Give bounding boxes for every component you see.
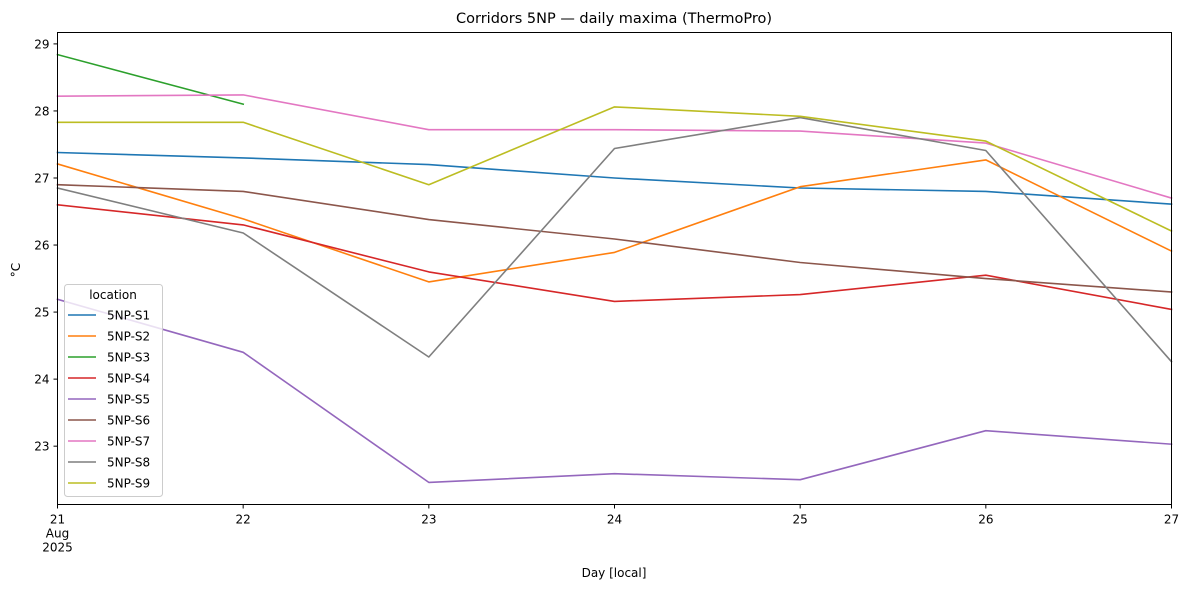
legend-label: 5NP-S6 (107, 414, 150, 428)
y-tick-label: 24 (34, 373, 49, 387)
series-line-5np-s5 (56, 298, 1173, 484)
y-axis: 23 24 25 26 27 28 29 (34, 37, 58, 454)
legend-label: 5NP-S8 (107, 456, 150, 470)
legend-label: 5NP-S2 (107, 330, 150, 344)
plot-frame (57, 32, 1172, 505)
x-tick-label: 27 (1164, 513, 1179, 527)
y-tick-label: 27 (34, 171, 49, 185)
x-tick-label: 25 (793, 513, 808, 527)
y-tick-label: 26 (34, 239, 49, 253)
series-line-5np-s9 (56, 106, 1173, 233)
legend-label: 5NP-S3 (107, 351, 150, 365)
chart-title: Corridors 5NP — daily maxima (ThermoPro) (456, 11, 772, 27)
x-tick-label: 23 (421, 513, 436, 527)
series-line-5np-s3 (56, 53, 245, 106)
series-line-5np-s7 (56, 94, 1173, 200)
series-line-5np-s4 (56, 203, 1173, 311)
y-axis-title: °C (9, 263, 23, 277)
legend-label: 5NP-S5 (107, 393, 150, 407)
x-tick-label: 26 (978, 513, 993, 527)
x-tick-label: 24 (607, 513, 622, 527)
legend-items: 5NP-S1 5NP-S2 5NP-S3 5NP-S4 5NP-S5 5NP-S6 5NP-… (68, 309, 150, 491)
legend: location 5NP-S15NP-S25NP-S35NP-S45NP-S55… (64, 284, 163, 497)
x-tick-label: 21 Aug 2025 (42, 513, 73, 555)
x-tick-label: 22 (236, 513, 251, 527)
y-tick-label: 28 (34, 104, 49, 118)
series-line-5np-s2 (56, 159, 1173, 283)
x-axis-title: Day [local] (582, 566, 647, 580)
legend-label: 5NP-S1 (107, 309, 150, 323)
legend-title: location (89, 288, 137, 302)
y-tick-label: 29 (34, 37, 49, 51)
series-line-5np-s1 (56, 151, 1173, 205)
y-tick-label: 23 (34, 440, 49, 454)
series-line-5np-s8 (56, 116, 1173, 363)
legend-box (64, 284, 163, 497)
legend-label: 5NP-S4 (107, 372, 150, 386)
legend-label: 5NP-S7 (107, 435, 150, 449)
plot-lines (56, 53, 1173, 484)
legend-label: 5NP-S9 (107, 477, 150, 491)
x-axis: 21 Aug 2025 22 23 24 25 26 27 (42, 504, 1179, 555)
y-tick-label: 25 (34, 306, 49, 320)
series-line-5np-s6 (56, 183, 1173, 293)
